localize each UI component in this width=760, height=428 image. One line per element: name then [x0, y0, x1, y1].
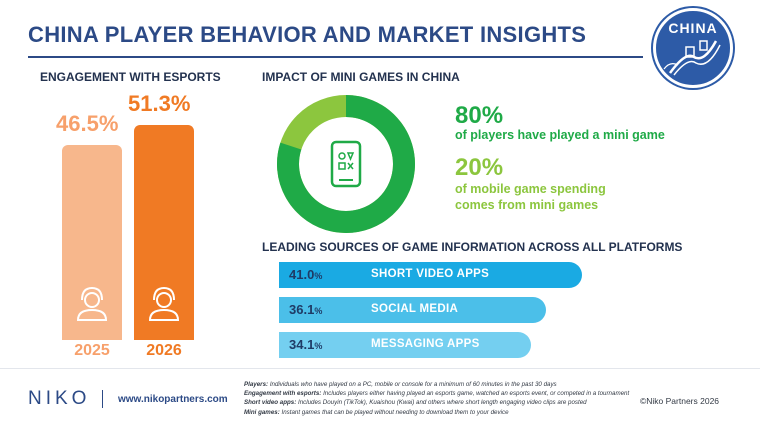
title-underline — [28, 56, 643, 58]
donut-arc-80 — [277, 95, 415, 233]
sources-heading: LEADING SOURCES OF GAME INFORMATION ACRO… — [262, 240, 683, 254]
copyright: ©Niko Partners 2026 — [640, 396, 720, 406]
source-value: 34.1% — [289, 337, 323, 352]
source-label: MESSAGING APPS — [371, 338, 480, 350]
footnote: Players: Individuals who have played on … — [244, 381, 557, 388]
esports-heading: ENGAGEMENT WITH ESPORTS — [40, 70, 221, 84]
page-title: CHINA PLAYER BEHAVIOR AND MARKET INSIGHT… — [28, 22, 587, 47]
mini-stat1-value: 80% — [455, 102, 504, 129]
footnotes: Players: Individuals who have played on … — [244, 380, 634, 417]
esports-2026-value: 51.3% — [128, 90, 191, 116]
niko-logo: NIKO — [28, 388, 91, 409]
player-headset-icon — [76, 286, 108, 321]
source-bar-short-video: 41.0% SHORT VIDEO APPS — [279, 262, 583, 288]
mini-stat2-desc-line1: of mobile game spending — [455, 182, 606, 196]
footer-divider — [0, 368, 760, 369]
source-bar-social-media: 36.1% SOCIAL MEDIA — [279, 297, 547, 323]
mini-stat1-desc: of players have played a mini game — [455, 128, 665, 142]
mini-stat2-value: 20% — [455, 154, 504, 181]
esports-2025-value: 46.5% — [56, 110, 119, 136]
mobile-game-icon — [330, 140, 362, 188]
source-label: SOCIAL MEDIA — [371, 303, 459, 315]
source-bar-messaging: 34.1% MESSAGING APPS — [279, 332, 532, 358]
mini-games-heading: IMPACT OF MINI GAMES IN CHINA — [262, 70, 460, 84]
source-value: 41.0% — [289, 267, 323, 282]
player-headset-icon — [148, 286, 180, 321]
great-wall-icon — [663, 40, 721, 76]
website-link[interactable]: www.nikopartners.com — [118, 394, 228, 405]
esports-bar-2025 — [62, 144, 122, 340]
mini-games-donut — [277, 95, 415, 233]
esports-year-2026: 2026 — [146, 342, 182, 359]
footnote: Short video apps: Includes Douyin (TikTo… — [244, 399, 587, 407]
source-label: SHORT VIDEO APPS — [371, 268, 490, 280]
esports-bar-2026 — [134, 124, 194, 340]
esports-year-2025: 2025 — [74, 342, 110, 359]
footer-separator — [102, 390, 103, 408]
footnote: Mini games: Instant games that can be pl… — [244, 408, 509, 416]
china-badge: CHINA — [653, 8, 733, 88]
badge-label: CHINA — [668, 20, 718, 36]
mini-stat2-desc-line2: comes from mini games — [455, 198, 599, 212]
source-value: 36.1% — [289, 302, 323, 317]
footnote: Engagement with esports: Includes player… — [244, 390, 630, 398]
